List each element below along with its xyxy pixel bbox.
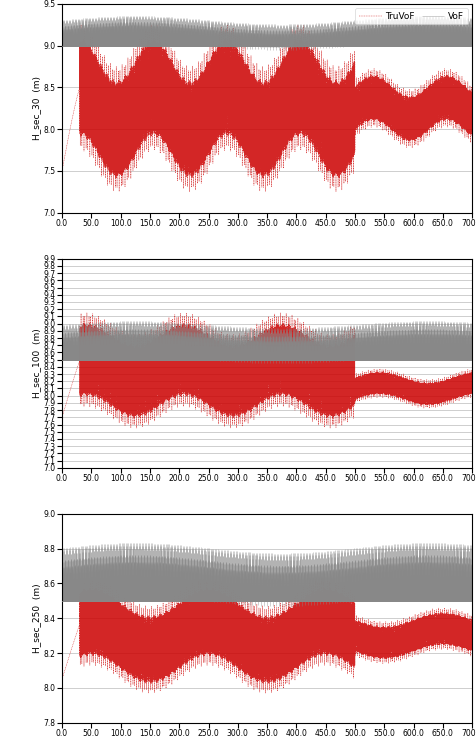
TruVoF bbox=[59, 675, 65, 684]
TruVoF bbox=[165, 649, 171, 658]
Line: TruVoF: TruVoF bbox=[62, 313, 471, 428]
TruVoF bbox=[188, 331, 193, 340]
TruVoF bbox=[165, 155, 170, 164]
TruVoF bbox=[417, 381, 423, 390]
TruVoF bbox=[248, 674, 254, 683]
TruVoF bbox=[59, 166, 65, 175]
TruVoF bbox=[417, 617, 423, 626]
TruVoF bbox=[165, 404, 170, 413]
TruVoF bbox=[187, 312, 193, 321]
TruVoF bbox=[188, 78, 193, 87]
TruVoF bbox=[304, 330, 309, 339]
Line: TruVoF: TruVoF bbox=[62, 578, 471, 693]
TruVoF bbox=[78, 20, 84, 29]
TruVoF bbox=[59, 413, 65, 422]
TruVoF bbox=[187, 101, 193, 110]
TruVoF bbox=[188, 591, 193, 600]
Legend: TruVoF, VoF: TruVoF, VoF bbox=[355, 8, 467, 25]
TruVoF bbox=[304, 86, 309, 95]
TruVoF bbox=[468, 631, 474, 640]
TruVoF bbox=[89, 574, 95, 583]
Y-axis label: H_sec_100  (m): H_sec_100 (m) bbox=[32, 328, 41, 398]
TruVoF bbox=[417, 94, 423, 103]
TruVoF bbox=[304, 623, 309, 632]
TruVoF bbox=[145, 688, 151, 697]
Line: TruVoF: TruVoF bbox=[62, 25, 471, 192]
TruVoF bbox=[327, 424, 332, 433]
TruVoF bbox=[248, 163, 254, 172]
TruVoF bbox=[84, 309, 89, 318]
TruVoF bbox=[468, 110, 474, 119]
Y-axis label: H_sec_250  (m): H_sec_250 (m) bbox=[32, 583, 41, 653]
TruVoF bbox=[468, 379, 474, 388]
TruVoF bbox=[248, 386, 254, 395]
TruVoF bbox=[186, 187, 192, 196]
Y-axis label: H_sec_30  (m): H_sec_30 (m) bbox=[32, 76, 41, 140]
TruVoF bbox=[187, 607, 193, 616]
